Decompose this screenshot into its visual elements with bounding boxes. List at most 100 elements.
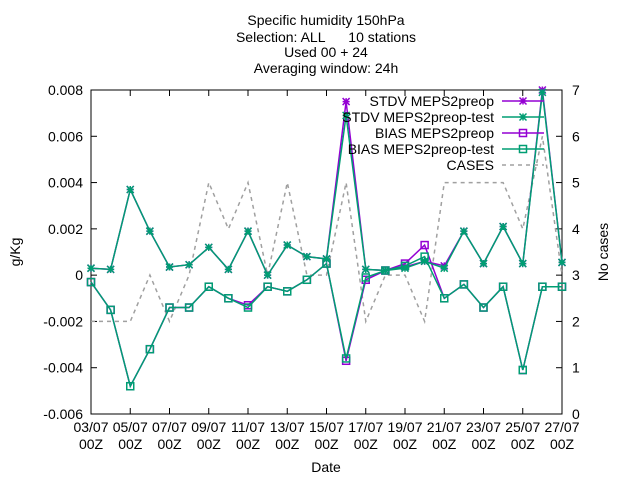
title-line-1: Specific humidity 150hPa bbox=[247, 12, 404, 28]
series-line bbox=[91, 136, 563, 325]
y-left-tick-label: -0.004 bbox=[43, 360, 83, 376]
y-axis-label-left: g/Kg bbox=[7, 238, 23, 267]
y-right-tick-label: 3 bbox=[572, 267, 580, 283]
data-point bbox=[420, 240, 429, 250]
y-right-tick-label: 7 bbox=[572, 82, 580, 98]
y-left-tick-label: 0.002 bbox=[48, 221, 83, 237]
legend-label: BIAS MEPS2preop-test bbox=[348, 141, 494, 157]
x-tick-label-hour: 00Z bbox=[432, 436, 457, 452]
data-point bbox=[498, 282, 508, 291]
series-layer bbox=[86, 85, 567, 391]
y-left-tick-label: -0.002 bbox=[43, 313, 83, 329]
data-point bbox=[106, 305, 115, 315]
x-tick-label-date: 03/07 bbox=[73, 419, 108, 435]
data-point bbox=[283, 287, 292, 296]
data-point bbox=[283, 241, 292, 250]
data-point bbox=[86, 277, 96, 287]
y-left-tick-label: 0 bbox=[75, 267, 83, 283]
data-point bbox=[518, 365, 527, 375]
y-right-tick-label: 0 bbox=[572, 406, 580, 422]
y-right-tick-label: 5 bbox=[572, 175, 580, 191]
data-point bbox=[204, 282, 213, 291]
y-right-tick-label: 6 bbox=[572, 128, 580, 144]
x-tick-label-date: 17/07 bbox=[348, 419, 383, 435]
data-point bbox=[165, 303, 174, 312]
series-3 bbox=[86, 252, 567, 391]
data-point bbox=[420, 257, 429, 266]
chart-title: Specific humidity 150hPa Selection: ALL … bbox=[236, 12, 416, 76]
data-point bbox=[204, 243, 213, 252]
y-axis-label-right: No cases bbox=[595, 223, 611, 281]
data-point bbox=[185, 260, 194, 269]
series-1 bbox=[86, 88, 567, 280]
data-point bbox=[479, 259, 488, 268]
x-tick-label-hour: 00Z bbox=[236, 436, 261, 452]
x-tick-label-hour: 00Z bbox=[511, 436, 536, 452]
x-tick-label-date: 09/07 bbox=[191, 419, 226, 435]
data-point bbox=[184, 303, 194, 312]
x-tick-label-hour: 00Z bbox=[393, 436, 418, 452]
y-right-tick-label: 2 bbox=[572, 313, 580, 329]
x-tick-label-date: 05/07 bbox=[113, 419, 148, 435]
data-point bbox=[224, 265, 233, 274]
x-tick-label-date: 19/07 bbox=[387, 419, 422, 435]
data-point bbox=[361, 265, 370, 274]
data-point bbox=[459, 227, 468, 236]
x-tick-label-hour: 00Z bbox=[275, 436, 300, 452]
data-point bbox=[263, 282, 272, 291]
data-point bbox=[440, 294, 449, 303]
y-left-tick-label: 0.006 bbox=[48, 128, 83, 144]
x-tick-label-date: 23/07 bbox=[466, 419, 501, 435]
x-tick-label-date: 25/07 bbox=[505, 419, 540, 435]
legend-marker bbox=[518, 128, 528, 138]
x-tick-label-date: 13/07 bbox=[270, 419, 305, 435]
legend-label: CASES bbox=[447, 157, 494, 173]
data-point bbox=[302, 252, 311, 261]
x-tick-label-hour: 00Z bbox=[157, 436, 182, 452]
data-point bbox=[341, 354, 351, 363]
data-point bbox=[400, 261, 410, 271]
data-point bbox=[126, 381, 135, 391]
data-point bbox=[106, 265, 115, 274]
x-tick-label-date: 27/07 bbox=[544, 419, 579, 435]
data-point bbox=[145, 227, 154, 236]
legend-label: STDV MEPS2preop-test bbox=[342, 109, 494, 125]
x-tick-label-hour: 00Z bbox=[118, 436, 143, 452]
data-point bbox=[86, 264, 96, 273]
x-axis-label: Date bbox=[311, 459, 341, 475]
data-point bbox=[557, 258, 567, 267]
legend-marker bbox=[518, 96, 528, 106]
series-4 bbox=[91, 136, 563, 325]
legend-label: BIAS MEPS2preop bbox=[375, 125, 494, 141]
data-point bbox=[381, 266, 390, 275]
data-point bbox=[342, 97, 351, 106]
data-point bbox=[126, 185, 135, 194]
data-point bbox=[243, 303, 253, 312]
x-tick-label-date: 11/07 bbox=[231, 419, 265, 435]
data-point bbox=[557, 282, 567, 291]
y-left-tick-label: -0.006 bbox=[43, 406, 83, 422]
x-tick-label-hour: 00Z bbox=[550, 436, 575, 452]
axes-layer: -0.006 -0.004 -0.002 0 0.002 0.004 0.006 0.008 0… bbox=[43, 82, 580, 452]
data-point bbox=[243, 227, 253, 236]
legend-marker bbox=[518, 144, 528, 154]
data-point bbox=[165, 263, 174, 272]
data-point bbox=[538, 282, 547, 291]
data-point bbox=[440, 264, 449, 273]
data-point bbox=[342, 111, 351, 120]
data-point bbox=[302, 275, 312, 285]
x-tick-label-hour: 00Z bbox=[471, 436, 496, 452]
x-tick-label-date: 15/07 bbox=[309, 419, 344, 435]
x-tick-label-hour: 00Z bbox=[354, 436, 379, 452]
data-point bbox=[538, 88, 547, 97]
data-point bbox=[361, 273, 370, 282]
title-line-3: Used 00 + 24 bbox=[284, 44, 368, 60]
x-tick-label-hour: 00Z bbox=[197, 436, 222, 452]
x-tick-label-hour: 00Z bbox=[314, 436, 339, 452]
data-point bbox=[224, 294, 233, 303]
legend-marker bbox=[518, 112, 528, 122]
data-point bbox=[420, 252, 429, 261]
